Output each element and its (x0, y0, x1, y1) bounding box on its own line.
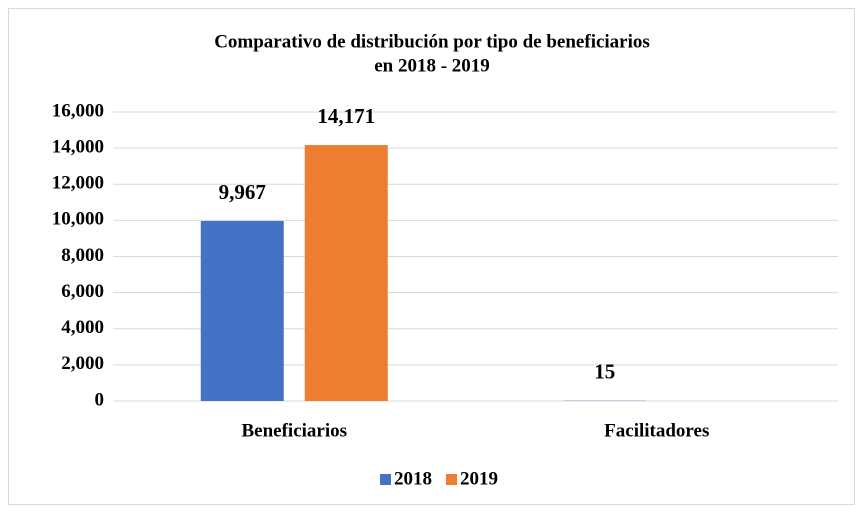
y-tick-label: 14,000 (52, 136, 104, 157)
x-tick-label: Facilitadores (604, 420, 709, 441)
data-label: 9,967 (219, 180, 266, 204)
bar (200, 220, 284, 401)
y-tick-label: 2,000 (61, 353, 104, 374)
x-tick-label: Beneficiarios (241, 420, 347, 441)
y-tick-label: 0 (95, 389, 105, 410)
y-tick-label: 4,000 (61, 317, 104, 338)
legend-swatch (380, 474, 391, 485)
chart-title: en 2018 - 2019 (374, 55, 490, 76)
y-tick-label: 12,000 (52, 173, 104, 194)
legend-swatch (446, 474, 457, 485)
y-tick-label: 6,000 (61, 281, 104, 302)
chart-title: Comparativo de distribución por tipo de … (214, 31, 650, 52)
y-tick-label: 16,000 (52, 100, 104, 121)
y-tick-label: 8,000 (61, 245, 104, 266)
legend-label: 2018 (394, 468, 432, 489)
data-label: 14,171 (317, 104, 375, 128)
data-label: 15 (594, 360, 615, 384)
bar (304, 145, 388, 401)
y-tick-label: 10,000 (52, 209, 104, 230)
legend-label: 2019 (460, 468, 498, 489)
